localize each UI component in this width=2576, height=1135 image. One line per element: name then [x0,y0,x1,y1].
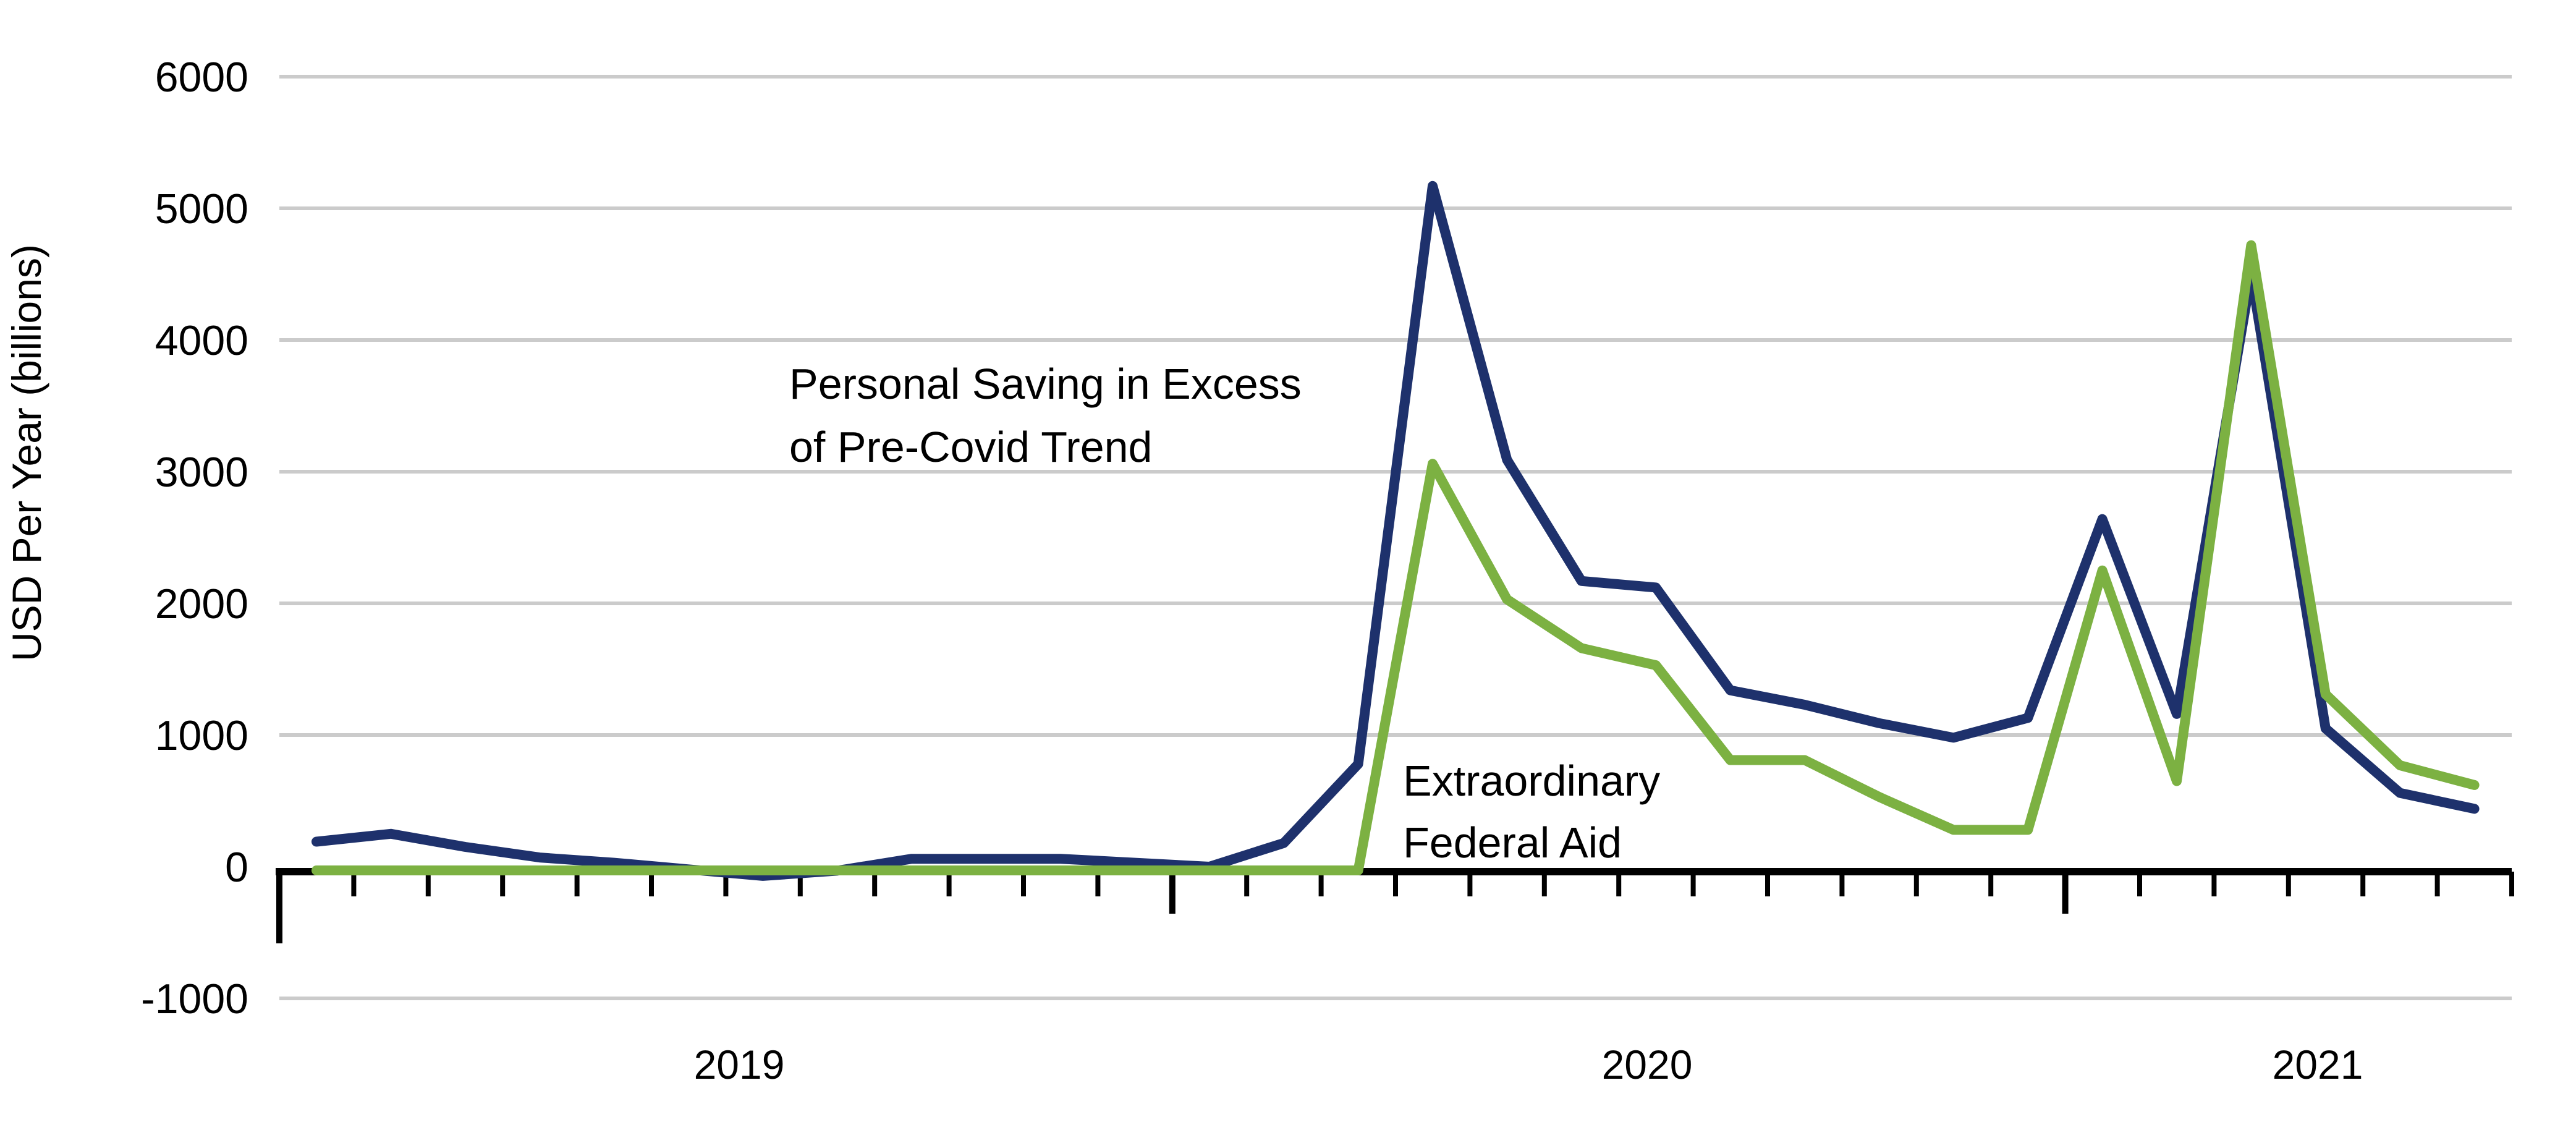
y-axis-tick-labels: 6000 5000 4000 3000 2000 1000 0 -1000 [141,54,248,1022]
y-tick-label-5000: 5000 [155,185,248,232]
y-tick-label--1000: -1000 [141,976,248,1022]
annotation-aid-line1: Extraordinary [1403,757,1660,805]
year-label-2021: 2021 [2273,1042,2363,1087]
personal-saving-line [311,181,2480,881]
y-tick-label-0: 0 [225,844,248,891]
federal-aid-line [311,240,2480,875]
y-tick-label-1000: 1000 [155,712,248,759]
annotation-federal-aid: Extraordinary Federal Aid [1403,757,1660,867]
y-tick-label-2000: 2000 [155,580,248,627]
annotation-saving-line1: Personal Saving in Excess [789,360,1302,408]
year-label-2020: 2020 [1602,1042,1693,1087]
gridlines [279,75,2512,1000]
y-axis-title: USD Per Year (billions) [4,244,49,661]
y-tick-label-6000: 6000 [155,54,248,101]
y-tick-label-4000: 4000 [155,317,248,364]
annotation-saving-line2: of Pre-Covid Trend [789,423,1152,471]
data-series [311,181,2480,881]
annotation-personal-saving: Personal Saving in Excess of Pre-Covid T… [789,360,1302,471]
x-axis-year-labels: 2019 2020 2021 [694,1042,2363,1087]
year-label-2019: 2019 [694,1042,785,1087]
y-tick-label-3000: 3000 [155,449,248,496]
annotation-aid-line2: Federal Aid [1403,818,1622,867]
axes [276,868,2514,943]
